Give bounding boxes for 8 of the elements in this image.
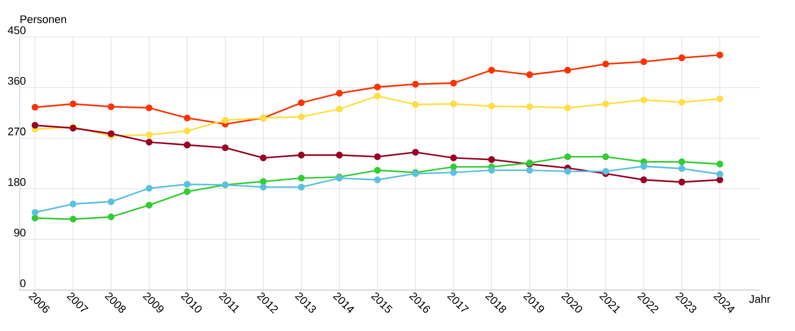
y-axis-title: Personen <box>20 15 66 24</box>
y-tick-label: 0 <box>20 279 26 288</box>
x-axis-title: Jahr <box>749 294 770 303</box>
y-tick-label: 90 <box>14 228 26 237</box>
y-tick-label: 450 <box>8 26 26 34</box>
y-tick-label: 270 <box>8 128 26 136</box>
y-tick-label: 360 <box>8 76 26 85</box>
y-tick-label: 180 <box>8 178 26 186</box>
